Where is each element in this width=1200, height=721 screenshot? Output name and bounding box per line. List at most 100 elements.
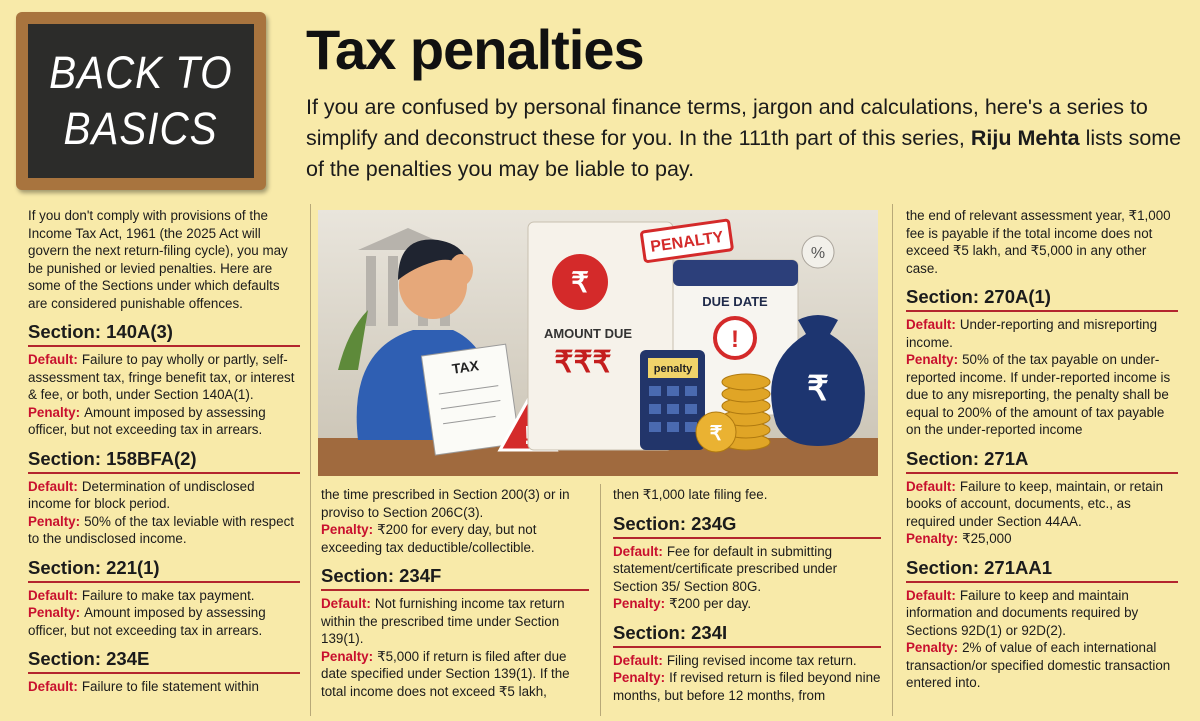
paper-line — [438, 385, 499, 395]
calculator-screen — [648, 358, 698, 378]
section-heading: Section: 234E — [28, 648, 300, 674]
entry-text: ₹5,000 if return is filed after due date… — [321, 648, 570, 699]
entry-text: Failure to keep and maintain information… — [906, 587, 1139, 638]
entry-text: ₹25,000 — [962, 531, 1012, 546]
column-rule — [600, 484, 601, 716]
entry-text: 2% of value of each international transa… — [906, 640, 1171, 690]
key — [667, 386, 679, 396]
entry-label: Penalty: — [906, 531, 959, 546]
paper — [420, 343, 521, 456]
entry-label: Default: — [613, 652, 663, 668]
calculator-label: penalty — [654, 363, 693, 375]
paper-label: TAX — [451, 357, 481, 377]
entry-text: Failure to pay wholly or partly, self-as… — [28, 352, 295, 402]
section-entry: Default: Determination of undisclosed inc… — [28, 478, 300, 513]
calculator-keys — [649, 386, 697, 432]
rupee-symbol: ₹ — [571, 267, 589, 298]
title: Tax penalties — [306, 18, 645, 81]
key — [649, 422, 661, 432]
entry-text: ₹200 for every day, but not exceeding ta… — [321, 522, 537, 555]
key — [667, 404, 679, 414]
alert-mark: ! — [731, 326, 739, 353]
section-entry: Penalty: ₹25,000 — [906, 530, 1178, 548]
calendar-label: DUE DATE — [702, 294, 768, 309]
percent-badge — [801, 235, 835, 269]
entry-label: Penalty: — [28, 513, 81, 529]
key — [685, 422, 697, 432]
key — [685, 386, 697, 396]
entry-label: Default: — [28, 679, 78, 694]
column: the time prescribed in Section 200(3) or… — [321, 486, 589, 719]
illustration: TAX ! ₹ AMOUNT DUE ₹₹₹ DUE DATE ! PENALT… — [318, 210, 878, 476]
person-hair — [398, 239, 468, 280]
badge-line: BASICS — [64, 103, 218, 154]
section-entry: Default: Fee for default in submitting st… — [613, 543, 881, 596]
section-entry: Default: Failure to keep, maintain, or re… — [906, 478, 1178, 531]
entry-label: Default: — [906, 478, 956, 494]
entry-text: Failure to make tax payment. — [81, 587, 255, 603]
entry-text: Amount imposed by assessing officer, but… — [28, 605, 266, 638]
section-entry: Default: Failure to keep and maintain inf… — [906, 587, 1178, 640]
section-entry: Penalty: ₹200 for every day, but not exce… — [321, 521, 589, 556]
coin-symbol: ₹ — [710, 423, 723, 445]
section-heading: Section: 271AA1 — [906, 557, 1178, 583]
column: If you don't comply with provisions of t… — [28, 207, 300, 719]
entry-label: Penalty: — [613, 670, 666, 685]
column-rule — [892, 204, 893, 716]
entry-text: If you don't comply with provisions of t… — [28, 208, 288, 311]
entry-label: Default: — [906, 317, 956, 332]
section-entry: Default: Under-reporting and misreporting… — [906, 316, 1178, 351]
section-entry: Penalty: ₹200 per day. — [613, 595, 881, 613]
bill-amount: ₹₹₹ — [554, 346, 611, 379]
paper-line — [440, 400, 501, 410]
coin — [721, 373, 771, 391]
entry-label: Penalty: — [613, 596, 666, 611]
author: Riju Mehta — [970, 126, 1080, 150]
key — [649, 404, 661, 414]
intro: If you are confused by personal finance … — [306, 92, 1186, 185]
bag-symbol: ₹ — [807, 370, 829, 408]
badge-line: BACK TO — [49, 47, 233, 98]
entry-text: then ₹1,000 late filing fee. — [613, 487, 768, 502]
paragraph: the end of relevant assessment year, ₹1,… — [906, 207, 1178, 277]
entry-text: Filing revised income tax return. — [666, 652, 857, 668]
entry-label: Penalty: — [321, 522, 374, 537]
section-heading: Section: 221(1) — [28, 557, 300, 583]
entry-text: 50% of the tax leviable with respect to … — [28, 513, 294, 547]
paper-line — [442, 415, 496, 425]
entry-label: Default: — [613, 543, 663, 559]
entry-text: Fee for default in submitting statement/… — [613, 543, 838, 594]
calendar-top — [673, 260, 798, 286]
section-heading: Section: 234F — [321, 565, 589, 591]
money-bag — [771, 315, 865, 446]
section-entry: Default: Filing revised income tax return… — [613, 652, 881, 670]
key — [685, 404, 697, 414]
alert-circle — [713, 316, 757, 360]
entry-text: ₹200 per day. — [669, 596, 752, 611]
section-heading: Section: 140A(3) — [28, 321, 300, 347]
section-entry: Default: Failure to make tax payment. — [28, 587, 300, 605]
bank-pillar — [388, 256, 398, 326]
entry-text: Determination of undisclosed income for … — [28, 478, 255, 512]
plant — [338, 310, 368, 370]
section-entry: Penalty: ₹5,000 if return is filed after … — [321, 648, 589, 701]
entry-text: If revised return is filed beyond nine m… — [613, 670, 881, 703]
section-heading: Section: 271A — [906, 448, 1178, 474]
intro-text: If you are confused by personal finance … — [306, 95, 1148, 150]
entry-label: Penalty: — [321, 648, 374, 664]
section-entry: Penalty: 50% of the tax leviable with res… — [28, 513, 300, 548]
coin — [695, 411, 737, 453]
rupee-circle — [552, 254, 608, 310]
key — [649, 386, 661, 396]
section-entry: Penalty: 2% of value of each internationa… — [906, 639, 1178, 692]
entry-label: Default: — [28, 352, 78, 367]
entry-text: Not furnishing income tax return within … — [321, 596, 565, 646]
bank-pillar — [366, 256, 376, 326]
intro-text: lists some of the penalties you may be l… — [306, 126, 1182, 181]
person-hand — [449, 254, 473, 286]
section-entry: Penalty: 50% of the tax payable on under-… — [906, 351, 1178, 439]
tax-paper: TAX — [420, 343, 521, 456]
entry-label: Penalty: — [28, 605, 81, 620]
entry-label: Default: — [906, 587, 956, 603]
bill-label: AMOUNT DUE — [544, 326, 632, 341]
